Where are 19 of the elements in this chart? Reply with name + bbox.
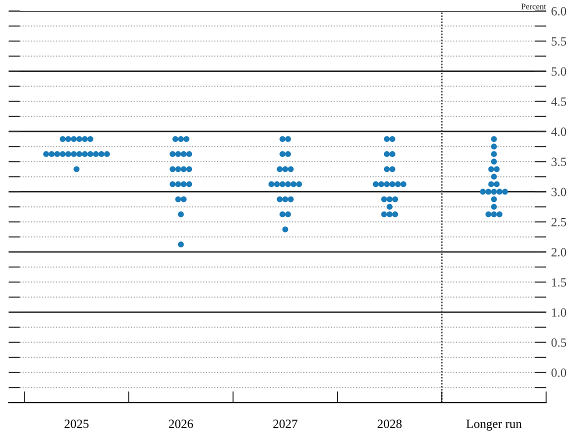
y-tick-label: 0.5 [551, 338, 566, 347]
y-tick-label: 2.5 [552, 218, 566, 226]
x-tick-label: 2027 [273, 420, 298, 428]
y-tick-label: 1.0 [552, 308, 566, 317]
y-tick-label: 3.0 [552, 188, 566, 196]
y-tick-label: 6.0 [552, 7, 566, 16]
y-tick-label: 1.5 [552, 278, 566, 287]
y-tick-label: 0.0 [551, 368, 566, 377]
x-tick-label: 2028 [378, 420, 402, 428]
y-tick-label: 5.5 [552, 37, 566, 46]
y-tick-label: 4.5 [551, 97, 566, 106]
y-tick-label: 2.0 [552, 248, 566, 256]
x-tick-label: 2026 [168, 420, 194, 428]
x-tick-label: 2025 [64, 420, 89, 428]
y-tick-label: 4.0 [551, 128, 566, 136]
y-tick-label: 3.5 [552, 158, 566, 166]
y-tick-label: 5.0 [552, 67, 566, 76]
y-axis-title: Percent [521, 4, 546, 10]
x-tick-label: Longer run [466, 420, 522, 431]
